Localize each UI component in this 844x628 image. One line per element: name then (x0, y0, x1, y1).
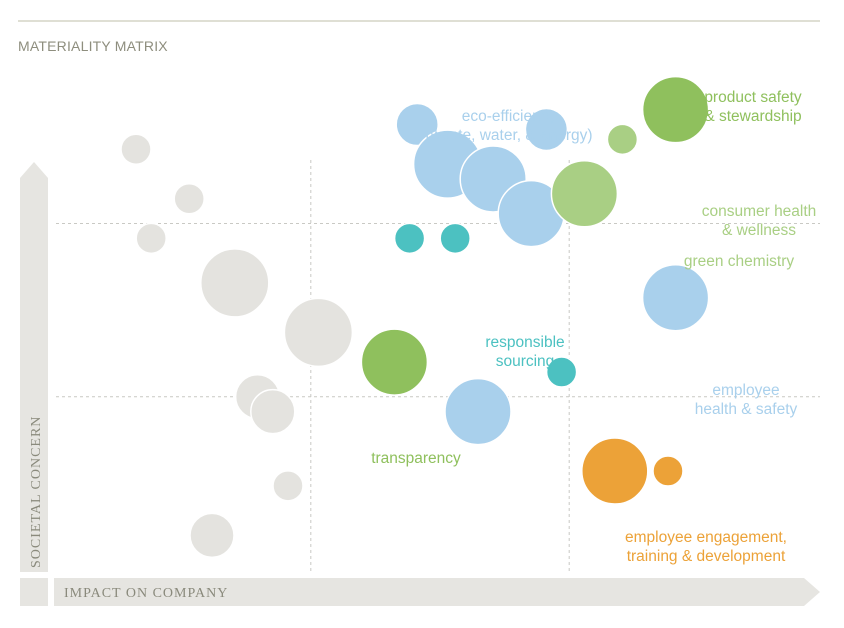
bubble-lightgreen-22 (606, 123, 639, 156)
group-label-product-safety: product safety & stewardship (704, 89, 802, 125)
group-label-eco-efficiency: eco-efficiency (waste, water, & energy) (425, 108, 592, 144)
bubble-lightblue-11 (524, 107, 569, 152)
x-axis-label: IMPACT ON COMPANY (64, 586, 228, 601)
grid-lines (56, 160, 820, 572)
x-axis-arrow (54, 578, 820, 606)
bubble-orange-25 (652, 455, 684, 487)
bubble-lightblue-15 (641, 264, 710, 332)
group-label-transparency: transparency (371, 450, 461, 467)
group-label-responsible-sourcing: responsible sourcing (485, 334, 564, 370)
bubble-green-20 (360, 328, 429, 396)
bubbles (120, 75, 710, 559)
bubble-green-21 (641, 75, 710, 144)
bubble-gray-8 (272, 470, 304, 502)
y-axis-arrow (20, 162, 48, 572)
bubble-gray-4 (200, 248, 270, 318)
bubble-lightblue-10 (395, 102, 439, 147)
group-label-employee-health: employee health & safety (695, 382, 798, 418)
bubble-gray-3 (135, 222, 167, 255)
chart-title: MATERIALITY MATRIX (18, 38, 168, 54)
bubble-gray-5 (283, 297, 354, 368)
y-axis-label: SOCIETAL CONCERN (29, 416, 44, 568)
axis-corner-block (20, 578, 48, 606)
group-label-employee-engagement: employee engagement, training & developme… (625, 529, 787, 565)
bubble-teal-18 (439, 222, 471, 255)
group-labels: eco-efficiency (waste, water, & energy) p… (371, 89, 816, 565)
bubble-lightblue-16 (444, 377, 512, 446)
bubble-orange-24 (581, 437, 649, 505)
bubble-teal-17 (393, 222, 426, 255)
bubble-gray-9 (189, 512, 235, 559)
x-axis: IMPACT ON COMPANY (20, 578, 820, 606)
bubble-gray-7 (250, 388, 296, 435)
bubble-gray-2 (173, 183, 205, 215)
y-axis: SOCIETAL CONCERN (20, 162, 48, 572)
group-label-green-chemistry: green chemistry (684, 253, 795, 270)
bubble-gray-1 (120, 133, 152, 165)
group-label-consumer-health: consumer health & wellness (702, 203, 817, 239)
bubble-teal-19 (545, 356, 578, 388)
bubble-lightgreen-23 (550, 160, 619, 228)
